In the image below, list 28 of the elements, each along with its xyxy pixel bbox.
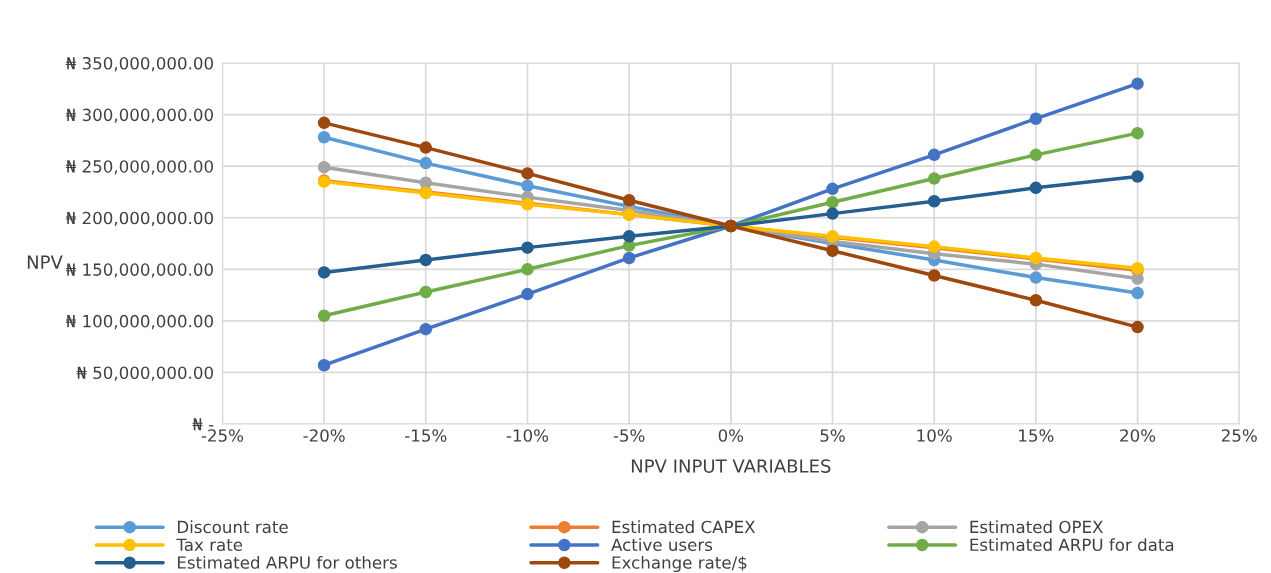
legend-label: Discount rate: [177, 520, 288, 534]
y-tick-label: ₦ 350,000,000.00: [65, 56, 213, 72]
x-tick-label: -20%: [303, 429, 345, 442]
y-tick-label: ₦ 250,000,000.00: [65, 160, 213, 175]
x-tick-label: -5%: [613, 429, 645, 442]
legend-label: Estimated ARPU for others: [177, 555, 397, 569]
legend-label: Estimated OPEX: [970, 520, 1103, 534]
legend-label: Estimated ARPU for data: [970, 538, 1174, 552]
x-axis-title: NPV INPUT VARIABLES: [631, 459, 831, 473]
x-tick-label: 15%: [1019, 429, 1054, 442]
x-tick-label: 0%: [718, 429, 744, 442]
legend-label: Tax rate: [176, 538, 243, 552]
x-tick-label: 5%: [820, 429, 845, 442]
y-tick-label: ₦ 200,000,000.00: [65, 211, 213, 227]
x-tick-label: -25%: [201, 429, 244, 442]
x-tick-label: 25%: [1221, 429, 1257, 442]
y-tick-label: ₦ 300,000,000.00: [65, 108, 213, 123]
legend-label: Active users: [611, 538, 713, 552]
x-tick-label: -15%: [405, 429, 447, 442]
y-tick-label: ₦ 50,000,000.00: [76, 366, 213, 381]
x-tick-label: 10%: [917, 429, 952, 442]
x-tick-label: 20%: [1120, 429, 1156, 442]
y-tick-label: ₦ 150,000,000.00: [65, 263, 213, 278]
y-tick-label: ₦ 100,000,000.00: [65, 314, 213, 330]
legend-label: Estimated CAPEX: [612, 520, 756, 534]
x-tick-label: -10%: [506, 429, 549, 442]
legend-label: Exchange rate/$: [612, 555, 747, 573]
y-axis-title: NPV: [27, 255, 63, 269]
